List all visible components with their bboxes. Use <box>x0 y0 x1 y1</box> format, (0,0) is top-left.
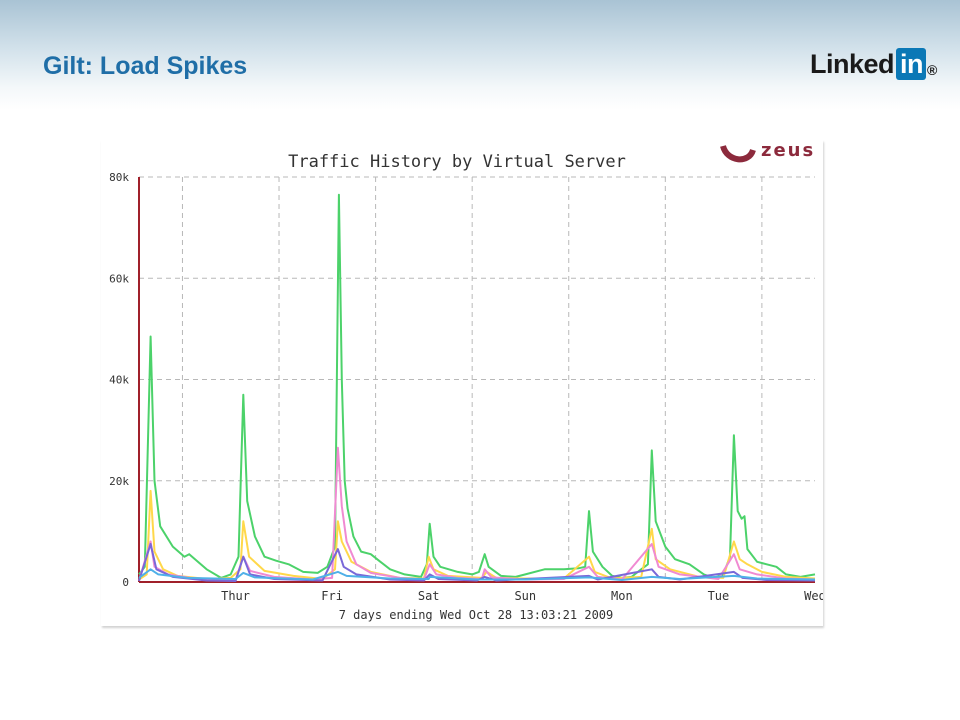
linkedin-logo: Linked in ® <box>810 46 937 82</box>
y-tick-label: 60k <box>109 272 129 285</box>
x-tick-label: Fri <box>321 589 343 603</box>
series-line-1 <box>138 193 816 579</box>
x-tick-label: Wed <box>804 589 823 603</box>
tick-labels: 0 20k 40k 60k 80k Thur Fri Sat Sun Mon Tue Wed <box>109 171 823 603</box>
logo-word: Linked <box>810 48 895 79</box>
y-tick-label: 20k <box>109 475 129 488</box>
slide-header <box>0 0 960 110</box>
y-tick-label: 40k <box>109 374 129 387</box>
y-tick-label: 0 <box>122 576 129 589</box>
x-tick-label: Sat <box>418 589 440 603</box>
axes: Traffic History by Virtual Server 7 days… <box>138 152 815 622</box>
zeus-logo: zeus <box>719 140 819 164</box>
x-axis-label: 7 days ending Wed Oct 28 13:03:21 2009 <box>339 608 614 622</box>
series-lines <box>138 193 816 582</box>
chart-title: Traffic History by Virtual Server <box>288 152 626 172</box>
series-line-5 <box>138 568 816 581</box>
x-tick-label: Sun <box>514 589 536 603</box>
zeus-text: zeus <box>761 140 815 161</box>
logo-mark: ® <box>927 62 937 78</box>
slide-title: Gilt: Load Spikes <box>43 52 248 80</box>
x-tick-label: Mon <box>611 589 633 603</box>
grid-lines <box>139 176 815 582</box>
x-tick-label: Tue <box>708 589 730 603</box>
logo-box: in <box>896 48 927 80</box>
zeus-logo-graphic: zeus <box>720 140 815 163</box>
chart-panel: Traffic History by Virtual Server 7 days… <box>101 140 823 626</box>
traffic-chart: Traffic History by Virtual Server 7 days… <box>109 152 823 622</box>
y-tick-label: 80k <box>109 171 129 184</box>
x-tick-label: Thur <box>221 589 250 603</box>
